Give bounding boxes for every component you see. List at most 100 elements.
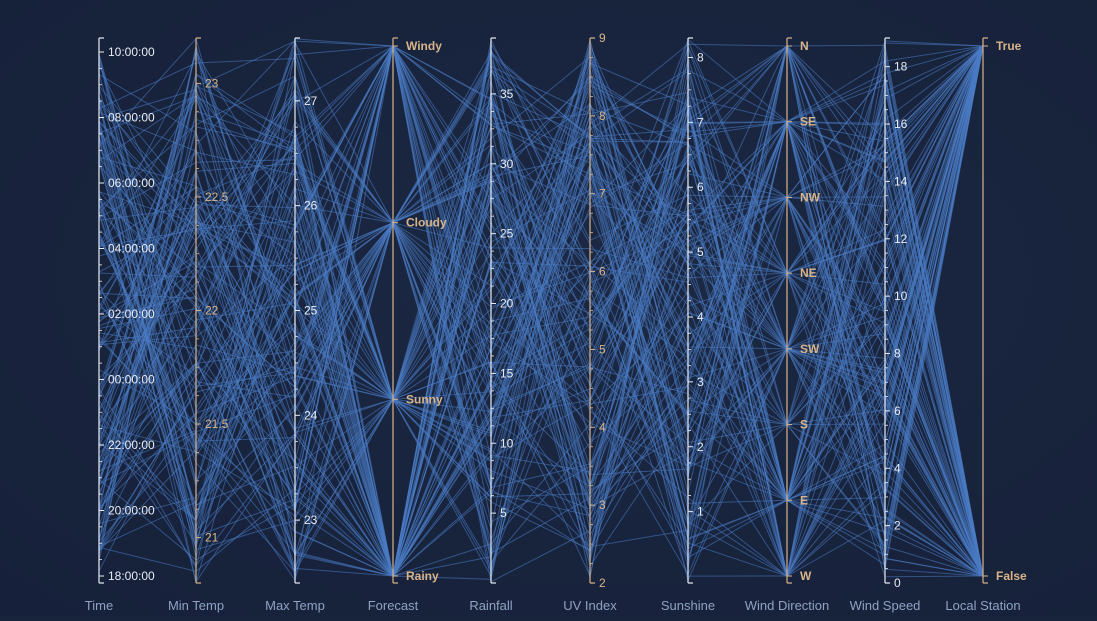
tick-label: 22.5 — [205, 190, 229, 204]
tick-label: 4 — [697, 310, 704, 324]
axis-sunshine: 1 2 3 4 5 6 7 8 Sunshine — [661, 37, 715, 613]
tick-label: 14 — [894, 174, 908, 188]
data-line — [98, 44, 984, 482]
axis-min-temp: 21 21.5 22 22.5 23 Min Temp — [168, 37, 229, 613]
tick-label: Rainy — [406, 569, 439, 583]
data-line — [98, 98, 984, 577]
tick-label: 35 — [500, 87, 514, 101]
tick-label: 9 — [599, 31, 606, 45]
data-line — [98, 45, 984, 578]
axis-wind-speed: 0 2 4 6 8 10 12 14 16 18 Wind Speed — [850, 37, 921, 613]
axis-title: Max Temp — [265, 598, 325, 613]
data-line — [98, 45, 984, 578]
tick-label: 10 — [894, 289, 908, 303]
tick-label: 18:00:00 — [108, 569, 155, 583]
axis-title: Local Station — [945, 598, 1020, 613]
tick-label: 7 — [697, 115, 704, 129]
tick-label: 21.5 — [205, 417, 229, 431]
data-line — [98, 45, 984, 567]
data-line — [98, 45, 984, 577]
tick-label: 25 — [500, 227, 514, 241]
tick-label: SE — [800, 115, 816, 129]
tick-label: NE — [800, 266, 817, 280]
tick-label: 7 — [599, 187, 606, 201]
data-line — [98, 45, 984, 426]
axis-max-temp: 23 24 25 26 27 Max Temp — [265, 37, 325, 613]
tick-label: 23 — [205, 76, 219, 90]
tick-label: 23 — [304, 513, 318, 527]
axis-rainfall: 5 10 15 20 25 30 35 Rainfall — [469, 37, 514, 613]
tick-label: 02:00:00 — [108, 307, 155, 321]
tick-label: S — [800, 418, 808, 432]
tick-label: 21 — [205, 531, 219, 545]
tick-label: 8 — [697, 50, 704, 64]
data-line — [98, 73, 984, 577]
tick-label: True — [996, 39, 1022, 53]
data-line — [98, 45, 984, 577]
tick-label: 20:00:00 — [108, 504, 155, 518]
data-lines — [98, 37, 984, 584]
tick-label: 0 — [894, 576, 901, 590]
tick-label: 06:00:00 — [108, 176, 155, 190]
data-line — [98, 45, 984, 557]
tick-label: W — [800, 569, 812, 583]
tick-label: 30 — [500, 157, 514, 171]
axis-title: UV Index — [563, 598, 617, 613]
tick-label: 22 — [205, 304, 219, 318]
data-line — [98, 45, 984, 577]
data-line — [98, 45, 984, 583]
tick-label: 6 — [894, 404, 901, 418]
data-line — [98, 76, 984, 577]
tick-label: 6 — [599, 265, 606, 279]
tick-label: 10 — [500, 436, 514, 450]
data-line — [98, 38, 984, 577]
axis-title: Rainfall — [469, 598, 512, 613]
tick-label: 18 — [894, 60, 908, 74]
data-line — [98, 45, 984, 577]
data-line — [98, 45, 984, 577]
data-line — [98, 42, 984, 578]
tick-label: NW — [800, 190, 821, 204]
data-line — [98, 44, 984, 577]
tick-label: 4 — [894, 461, 901, 475]
data-line — [98, 45, 984, 577]
data-line — [98, 44, 984, 577]
data-line — [98, 45, 984, 577]
tick-label: 3 — [599, 498, 606, 512]
axis-title: Min Temp — [168, 598, 224, 613]
data-line — [98, 45, 984, 577]
tick-label: 04:00:00 — [108, 242, 155, 256]
data-line — [98, 45, 984, 578]
axis-title: Wind Speed — [850, 598, 921, 613]
data-line — [98, 56, 984, 577]
data-line — [98, 44, 984, 552]
tick-label: 08:00:00 — [108, 111, 155, 125]
axis-time: 18:00:00 20:00:00 22:00:00 00:00:00 02:00:00… — [85, 37, 155, 613]
axis-wind-direction: W E S SW NE NW SE N Wind Direction — [745, 37, 829, 613]
tick-label: Cloudy — [406, 216, 447, 230]
data-line — [98, 45, 984, 567]
tick-label: 2 — [697, 440, 704, 454]
tick-label: 22:00:00 — [108, 438, 155, 452]
tick-label: 2 — [894, 519, 901, 533]
data-line — [98, 118, 984, 577]
tick-label: N — [800, 39, 809, 53]
data-line — [98, 104, 984, 577]
data-line — [98, 45, 984, 577]
tick-label: 4 — [599, 420, 606, 434]
data-line — [98, 171, 984, 577]
axis-title: Time — [85, 598, 113, 613]
data-line — [98, 45, 984, 578]
data-line — [98, 45, 984, 502]
data-line — [98, 45, 984, 576]
data-line — [98, 39, 984, 538]
axis-title: Sunshine — [661, 598, 715, 613]
tick-label: 6 — [697, 180, 704, 194]
data-line — [98, 88, 984, 577]
tick-label: 8 — [894, 347, 901, 361]
axis-local-station: False True Local Station — [945, 37, 1027, 613]
tick-label: E — [800, 493, 808, 507]
tick-label: 5 — [599, 342, 606, 356]
